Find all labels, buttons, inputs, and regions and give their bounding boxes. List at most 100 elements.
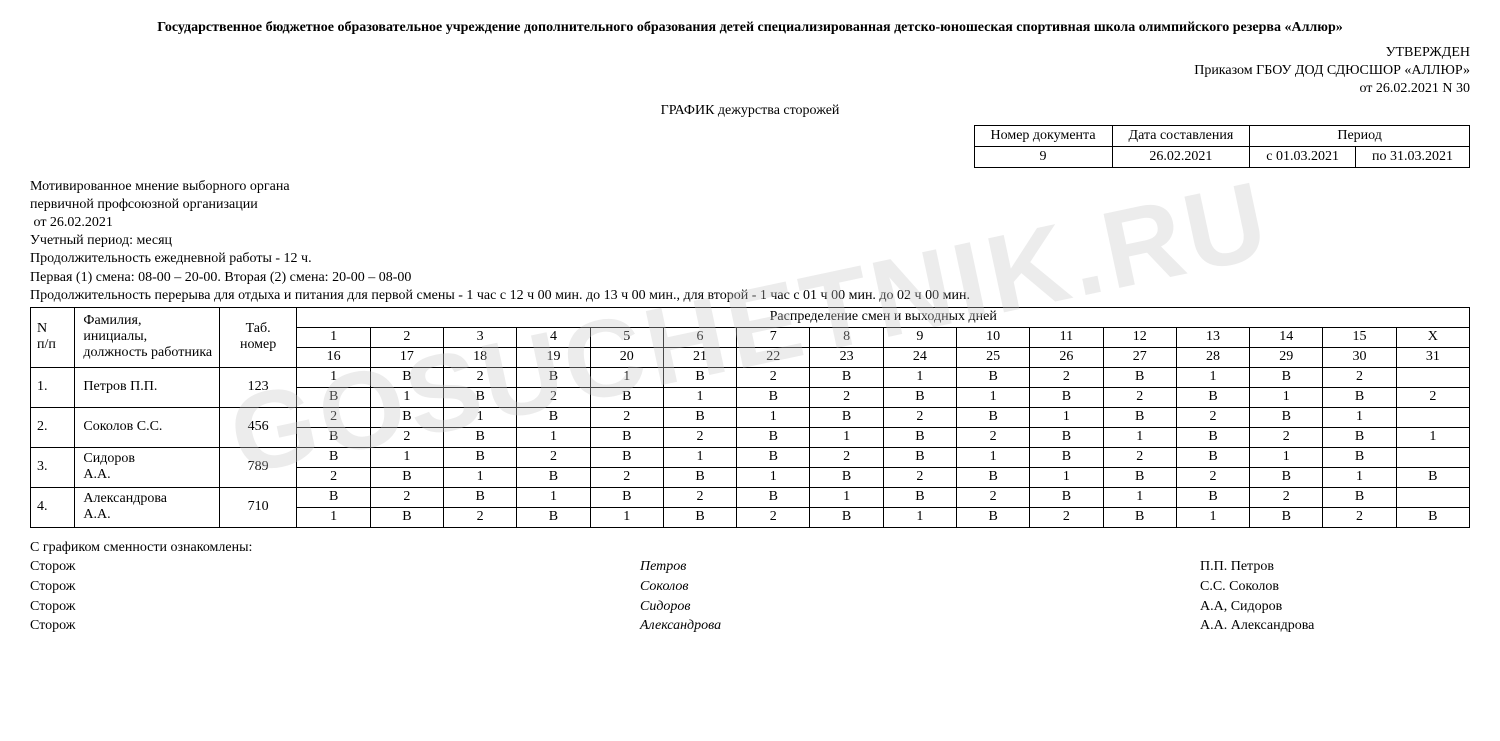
meta-h-date: Дата составления: [1112, 125, 1250, 146]
shift-cell: 2: [1250, 487, 1323, 507]
shift-cell: 1: [1103, 427, 1176, 447]
shift-cell: 2: [1250, 427, 1323, 447]
row-num: 4.: [31, 487, 75, 527]
shift-cell: 1: [1396, 427, 1469, 447]
shift-cell: В: [1323, 487, 1396, 507]
shift-cell: В: [1396, 467, 1469, 487]
day-header: 7: [737, 327, 810, 347]
shift-cell: В: [590, 387, 663, 407]
day-header: 10: [957, 327, 1030, 347]
shift-cell: 2: [370, 427, 443, 447]
shift-cell: В: [1030, 487, 1103, 507]
day-header: 1: [297, 327, 370, 347]
shift-cell: 2: [1030, 367, 1103, 387]
day-header: 26: [1030, 347, 1103, 367]
footer-name: А.А, Сидоров: [1200, 597, 1470, 617]
shift-cell: В: [810, 407, 883, 427]
shift-cell: 1: [1030, 407, 1103, 427]
shift-cell: 2: [444, 367, 517, 387]
day-header: 24: [883, 347, 956, 367]
day-header: 31: [1396, 347, 1469, 367]
shift-cell: В: [1176, 387, 1249, 407]
row-num: 2.: [31, 407, 75, 447]
row-num: 3.: [31, 447, 75, 487]
footer-sign: Сидоров: [640, 597, 1200, 617]
meta-h-docnum: Номер документа: [974, 125, 1112, 146]
shift-cell: 2: [1103, 447, 1176, 467]
shift-cell: В: [297, 447, 370, 467]
day-header: 16: [297, 347, 370, 367]
shift-cell: 2: [517, 387, 590, 407]
shift-cell: В: [517, 507, 590, 527]
shift-cell: В: [663, 467, 736, 487]
day-header: X: [1396, 327, 1469, 347]
shift-cell: В: [1103, 407, 1176, 427]
col-tab: Таб.номер: [219, 307, 297, 367]
shift-cell: 1: [517, 427, 590, 447]
shift-cell: В: [1323, 447, 1396, 467]
row-tab: 123: [219, 367, 297, 407]
shift-cell: 1: [1250, 387, 1323, 407]
shift-cell: В: [737, 427, 810, 447]
note-3: от 26.02.2021: [30, 214, 1470, 232]
shift-cell: В: [957, 507, 1030, 527]
shift-cell: 2: [810, 447, 883, 467]
footer-name: А.А. Александрова: [1200, 616, 1470, 636]
day-header: 2: [370, 327, 443, 347]
shift-cell: 1: [297, 367, 370, 387]
day-header: 9: [883, 327, 956, 347]
row-tab: 710: [219, 487, 297, 527]
shift-cell: 2: [810, 387, 883, 407]
shift-cell: В: [663, 367, 736, 387]
doc-title: ГРАФИК дежурства сторожей: [30, 103, 1470, 119]
day-header: 25: [957, 347, 1030, 367]
day-header: 14: [1250, 327, 1323, 347]
shift-cell: 1: [957, 447, 1030, 467]
shift-cell: 2: [590, 407, 663, 427]
shift-cell: В: [1250, 467, 1323, 487]
shift-cell: 1: [370, 387, 443, 407]
shift-cell: [1396, 407, 1469, 427]
row-name: СидоровА.А.: [75, 447, 219, 487]
shift-cell: В: [370, 367, 443, 387]
approval-line1: УТВЕРЖДЕН: [30, 44, 1470, 62]
shift-cell: 1: [1176, 367, 1249, 387]
shift-cell: В: [957, 367, 1030, 387]
shift-cell: В: [444, 387, 517, 407]
shift-cell: 2: [590, 467, 663, 487]
shift-cell: В: [1396, 507, 1469, 527]
day-header: 3: [444, 327, 517, 347]
shift-cell: [1396, 447, 1469, 467]
shift-cell: В: [517, 367, 590, 387]
shift-cell: В: [737, 447, 810, 467]
shift-cell: В: [883, 387, 956, 407]
footer-role: Сторож: [30, 557, 640, 577]
row-name: Петров П.П.: [75, 367, 219, 407]
shift-cell: В: [517, 407, 590, 427]
shift-cell: 2: [737, 367, 810, 387]
day-header: 21: [663, 347, 736, 367]
note-5: Продолжительность ежедневной работы - 12…: [30, 250, 1470, 268]
day-header: 17: [370, 347, 443, 367]
note-4: Учетный период: месяц: [30, 232, 1470, 250]
shift-cell: В: [1103, 367, 1176, 387]
shift-cell: В: [1030, 447, 1103, 467]
footer-sign: Петров: [640, 557, 1200, 577]
shift-cell: В: [444, 447, 517, 467]
shift-cell: В: [883, 427, 956, 447]
shift-cell: В: [1323, 427, 1396, 447]
day-header: 29: [1250, 347, 1323, 367]
shift-cell: 1: [737, 407, 810, 427]
shift-cell: В: [1176, 447, 1249, 467]
shift-cell: В: [810, 507, 883, 527]
shift-cell: В: [737, 387, 810, 407]
shift-cell: 2: [957, 427, 1030, 447]
shift-cell: 2: [663, 427, 736, 447]
footer-name: П.П. Петров: [1200, 557, 1470, 577]
shift-cell: 1: [737, 467, 810, 487]
shift-cell: В: [1103, 507, 1176, 527]
shift-cell: 2: [883, 407, 956, 427]
meta-date: 26.02.2021: [1112, 146, 1250, 167]
shift-cell: В: [444, 487, 517, 507]
col-dist: Распределение смен и выходных дней: [297, 307, 1470, 327]
